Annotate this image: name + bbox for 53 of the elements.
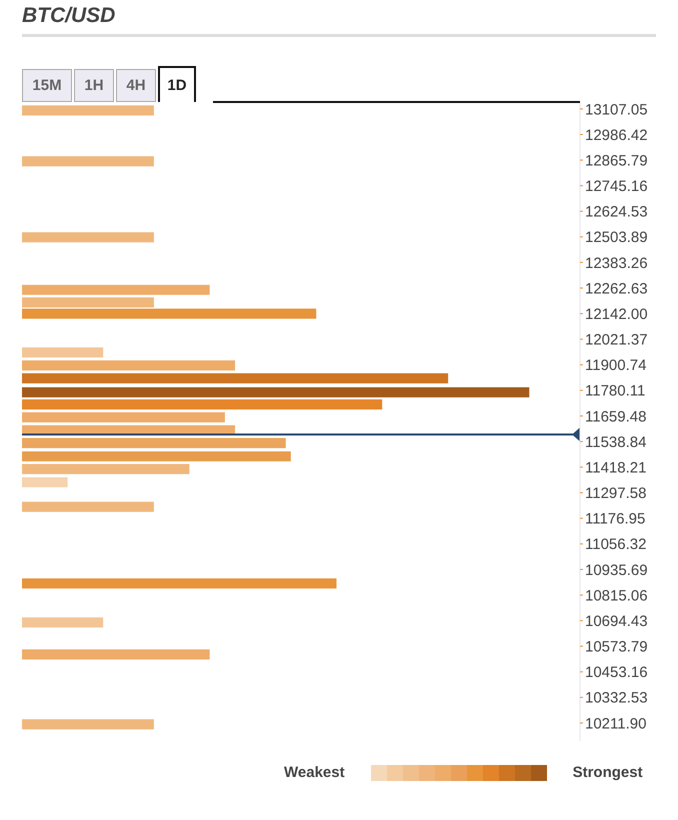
y-tick-label: 10211.90 xyxy=(585,715,646,732)
y-tick-label: 11538.84 xyxy=(585,434,646,451)
chart-title: BTC/USD xyxy=(22,4,656,37)
y-tick-label: 10332.53 xyxy=(585,690,648,707)
bar xyxy=(22,464,190,474)
y-tick-label: 11659.48 xyxy=(585,408,646,426)
y-tick-label: 11900.74 xyxy=(585,357,646,374)
bar xyxy=(22,502,154,512)
text: 15M xyxy=(22,69,72,102)
y-tick-label: 12503.89 xyxy=(585,229,648,246)
y-tick-label: 12142.00 xyxy=(585,306,648,323)
y-tick-label: 10815.06 xyxy=(585,587,648,604)
bar xyxy=(22,297,154,308)
y-tick-label: 11780.11 xyxy=(585,382,646,400)
text: Strongest xyxy=(572,764,643,781)
y-tick-label: 11418.21 xyxy=(585,459,646,476)
y-tick-label: 12262.63 xyxy=(585,280,648,298)
text: 1H xyxy=(74,69,114,102)
bar xyxy=(22,578,337,588)
bar xyxy=(22,719,154,730)
bar xyxy=(22,360,236,370)
y-tick-label: 12745.16 xyxy=(585,178,648,196)
bar xyxy=(22,399,382,410)
bar xyxy=(22,373,448,384)
bar xyxy=(22,438,286,448)
y-tick-label: 10573.79 xyxy=(585,638,648,656)
bar xyxy=(22,451,291,462)
bar xyxy=(22,387,530,398)
y-tick-label: 10694.43 xyxy=(585,612,648,630)
bar xyxy=(22,232,154,242)
bar xyxy=(22,477,68,488)
text: 4H xyxy=(116,69,156,102)
y-tick-label: 11056.32 xyxy=(585,536,646,554)
bar xyxy=(22,105,154,116)
bar xyxy=(22,649,210,660)
bar xyxy=(22,347,104,358)
text: 1D xyxy=(158,66,196,102)
text: Weakest xyxy=(284,764,345,781)
y-tick-label: 12986.42 xyxy=(585,126,648,144)
bar xyxy=(22,412,225,422)
y-tick-label: 12021.37 xyxy=(585,332,648,349)
bar xyxy=(22,308,316,319)
y-tick-label: 12383.26 xyxy=(585,254,648,272)
bar xyxy=(22,284,210,295)
y-tick-label: 11176.95 xyxy=(585,510,646,528)
y-tick-label: 10935.69 xyxy=(585,562,648,579)
y-tick-label: 10453.16 xyxy=(585,664,648,682)
bar xyxy=(22,617,104,628)
bar xyxy=(22,156,154,166)
y-tick-label: 12865.79 xyxy=(585,152,648,170)
y-tick-label: 11297.58 xyxy=(585,485,646,502)
y-tick-label: 13107.05 xyxy=(585,101,648,118)
y-tick-label: 12624.53 xyxy=(585,204,648,221)
